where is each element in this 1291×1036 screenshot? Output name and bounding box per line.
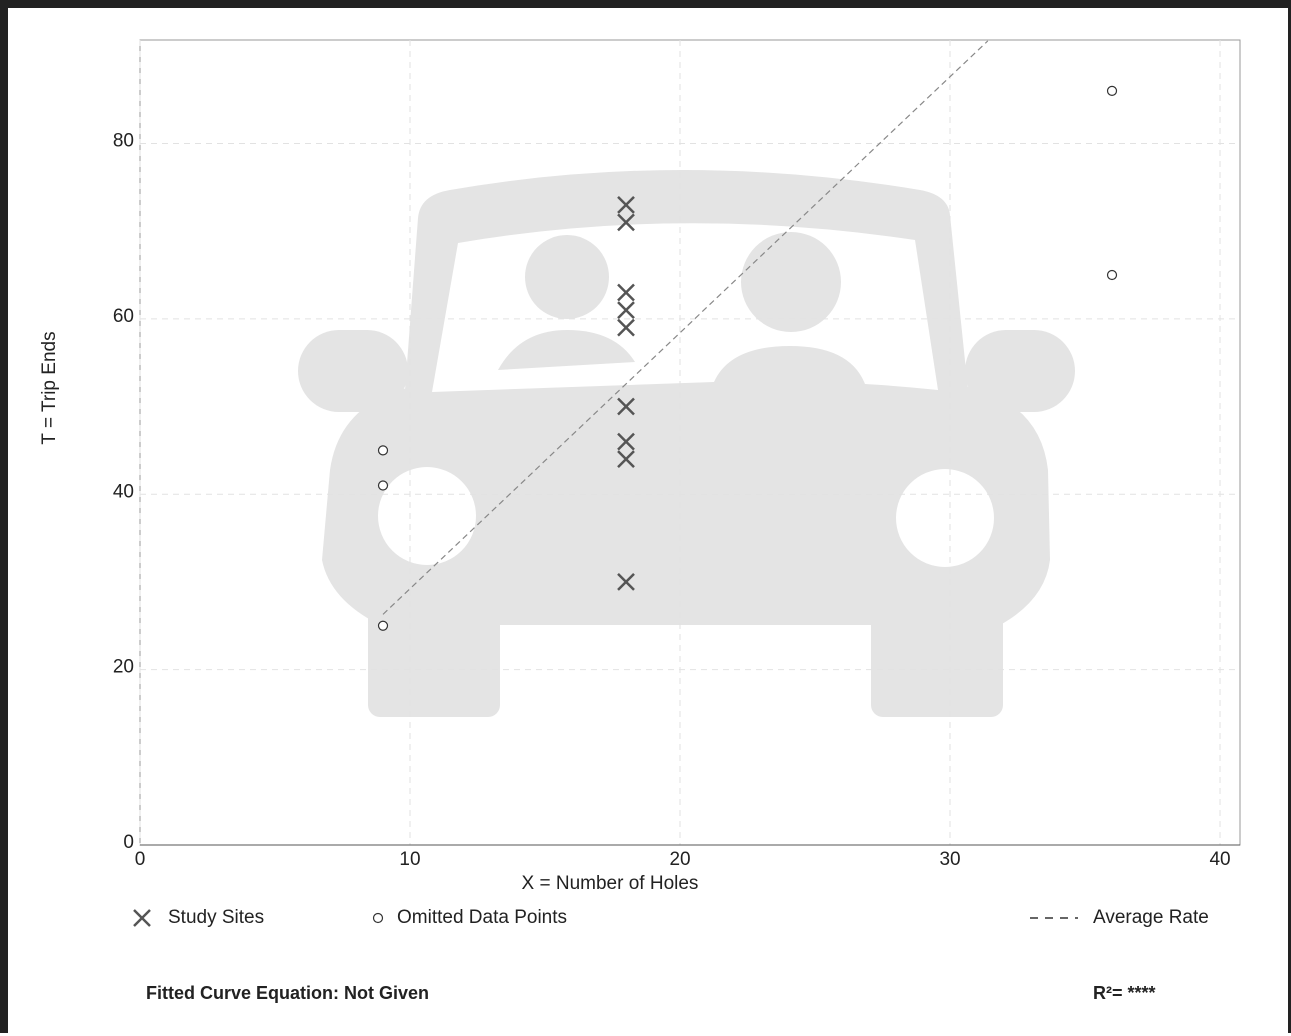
legend-label: Omitted Data Points bbox=[397, 907, 567, 928]
y-axis-label: T = Trip Ends bbox=[39, 331, 60, 444]
r-squared: R²= **** bbox=[1093, 983, 1156, 1003]
x-tick-label: 20 bbox=[669, 849, 690, 870]
equation: Fitted Curve Equation: Not Given bbox=[146, 983, 429, 1003]
x-tick-label: 40 bbox=[1209, 849, 1230, 870]
y-tick-label: 80 bbox=[113, 130, 134, 151]
omitted-point bbox=[1108, 86, 1117, 95]
legend-marker bbox=[374, 914, 383, 923]
page: {"chart_data": { "type": "scatter", "x_l… bbox=[0, 0, 1291, 1036]
x-marker bbox=[134, 910, 150, 926]
y-tick-label: 40 bbox=[113, 481, 134, 502]
y-tick-label: 60 bbox=[113, 306, 134, 327]
y-tick-label: 20 bbox=[113, 657, 134, 678]
omitted-point bbox=[379, 621, 388, 630]
omitted-point bbox=[1108, 271, 1117, 280]
y-tick-label: 0 bbox=[123, 832, 134, 853]
legend-label: Average Rate bbox=[1093, 907, 1209, 928]
omitted-point bbox=[379, 481, 388, 490]
x-tick-label: 0 bbox=[135, 849, 146, 870]
omitted-point bbox=[379, 446, 388, 455]
chart: X = Number of Holes T = Trip Ends Fitted… bbox=[0, 0, 1291, 1036]
x-tick-label: 10 bbox=[399, 849, 420, 870]
x-axis-label: X = Number of Holes bbox=[522, 873, 699, 894]
legend-label: Study Sites bbox=[168, 907, 264, 928]
x-tick-label: 30 bbox=[939, 849, 960, 870]
